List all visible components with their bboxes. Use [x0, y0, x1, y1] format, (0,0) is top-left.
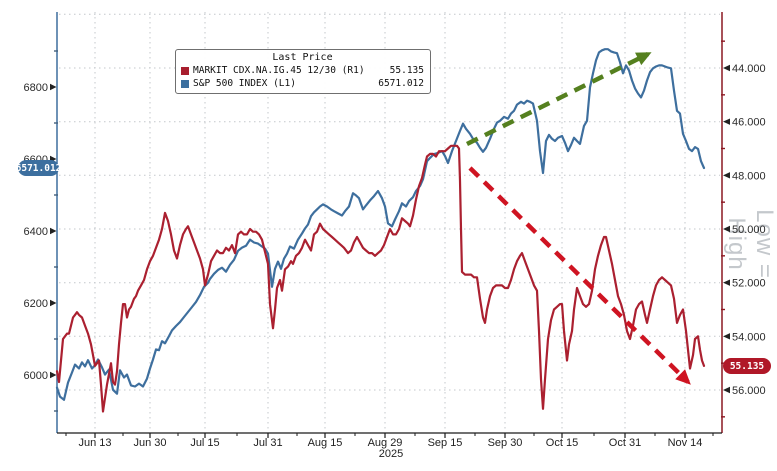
x-axis-label: Aug 15 — [308, 437, 343, 449]
x-axis-label: Oct 31 — [609, 437, 641, 449]
x-axis-label: Aug 29 — [368, 437, 403, 449]
legend-title: Last Price — [272, 52, 333, 63]
left-axis-label: 6400 — [24, 226, 48, 238]
right-axis-tick-arrow — [723, 386, 730, 394]
x-axis-label: Oct 15 — [546, 437, 578, 449]
right-axis-label: 54.000 — [732, 331, 766, 343]
legend-row-spx: S&P 500 INDEX (L1) 6571.012 — [181, 77, 424, 90]
right-axis-label: 52.000 — [732, 278, 766, 290]
left-axis-tick-arrow — [50, 371, 57, 379]
right-axis-tick-arrow — [723, 333, 730, 340]
right-axis-tick-arrow — [723, 64, 730, 72]
cdx-series-value: 55.135 — [389, 65, 424, 76]
x-axis-label: Jun 13 — [78, 437, 111, 449]
x-axis-label: Nov 14 — [668, 437, 703, 449]
left-axis-tick-arrow — [50, 299, 57, 307]
right-axis-label: 56.000 — [732, 385, 766, 397]
right-axis-tick-arrow — [723, 172, 730, 179]
x-axis-label: Jun 30 — [133, 437, 166, 449]
x-axis-label: Jul 31 — [253, 437, 282, 449]
right-axis-tick-arrow — [723, 279, 730, 286]
spx-series-swatch — [181, 79, 189, 88]
x-axis-label: Sep 15 — [428, 437, 463, 449]
right-axis-label: 46.000 — [732, 117, 766, 129]
legend-row-cdx: MARKIT CDX.NA.IG.45 12/30 (R1) 55.135 — [181, 64, 424, 77]
red-down-arrow — [468, 166, 691, 385]
right-axis-tick-arrow — [723, 118, 730, 125]
left-axis-tick-arrow — [50, 83, 57, 91]
green-up-arrow — [465, 51, 652, 147]
legend-box: Last Price MARKIT CDX.NA.IG.45 12/30 (R1… — [175, 49, 431, 94]
spx-series-label: S&P 500 INDEX (L1) — [193, 78, 296, 89]
left-axis-tick-arrow — [50, 227, 57, 235]
x-axis-label: Sep 30 — [488, 437, 523, 449]
right-axis-tick-arrow — [723, 225, 730, 233]
right-axis-label: 48.000 — [732, 170, 766, 182]
cdx-series-label: MARKIT CDX.NA.IG.45 12/30 (R1) — [193, 65, 365, 76]
x-axis-year-label: 2025 — [379, 448, 403, 460]
cdx-last-price-tag: 55.135 — [723, 358, 771, 374]
left-axis-label: 6800 — [24, 82, 48, 94]
spx-series-value: 6571.012 — [378, 78, 424, 89]
series-line-left — [55, 48, 706, 401]
right-axis-label: 50.000 — [732, 224, 766, 236]
left-axis-label: 6000 — [24, 370, 48, 382]
right-axis-label: 44.000 — [732, 63, 766, 75]
series-line-right — [55, 144, 706, 413]
spx-last-price-tag: 6571.012 — [16, 160, 61, 176]
cdx-series-swatch — [181, 66, 189, 75]
x-axis-label: Jul 15 — [190, 437, 219, 449]
left-axis-label: 6200 — [24, 298, 48, 310]
